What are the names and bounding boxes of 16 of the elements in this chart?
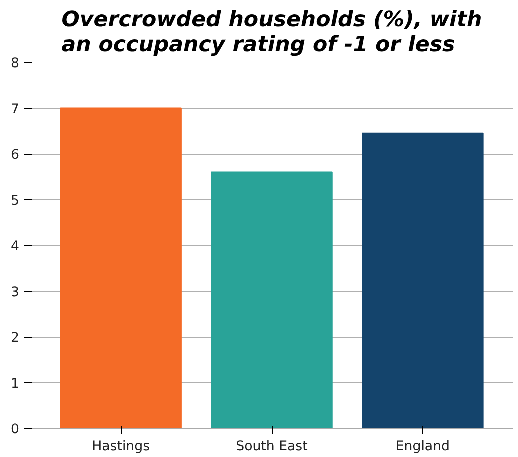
- bar: [60, 108, 182, 428]
- y-tick-label: 2: [11, 331, 20, 346]
- x-tick-label: Hastings: [92, 440, 150, 454]
- y-tick-label: 3: [11, 285, 20, 300]
- bar: [211, 172, 333, 428]
- chart-title: Overcrowded households (%), with an occupancy rating of -1 or less: [62, 8, 482, 58]
- x-tick-label: South East: [236, 440, 308, 454]
- y-tick-label: 4: [11, 240, 20, 254]
- y-tick-label: 6: [11, 148, 20, 163]
- bar: [362, 132, 484, 428]
- y-tick-label: 7: [11, 102, 20, 118]
- y-tick-label: 1: [11, 376, 20, 392]
- y-tick-label: 5: [11, 194, 20, 209]
- y-tick-label: 0: [11, 422, 20, 438]
- y-tick-label: 8: [11, 56, 20, 72]
- x-tick-label: England: [396, 440, 450, 454]
